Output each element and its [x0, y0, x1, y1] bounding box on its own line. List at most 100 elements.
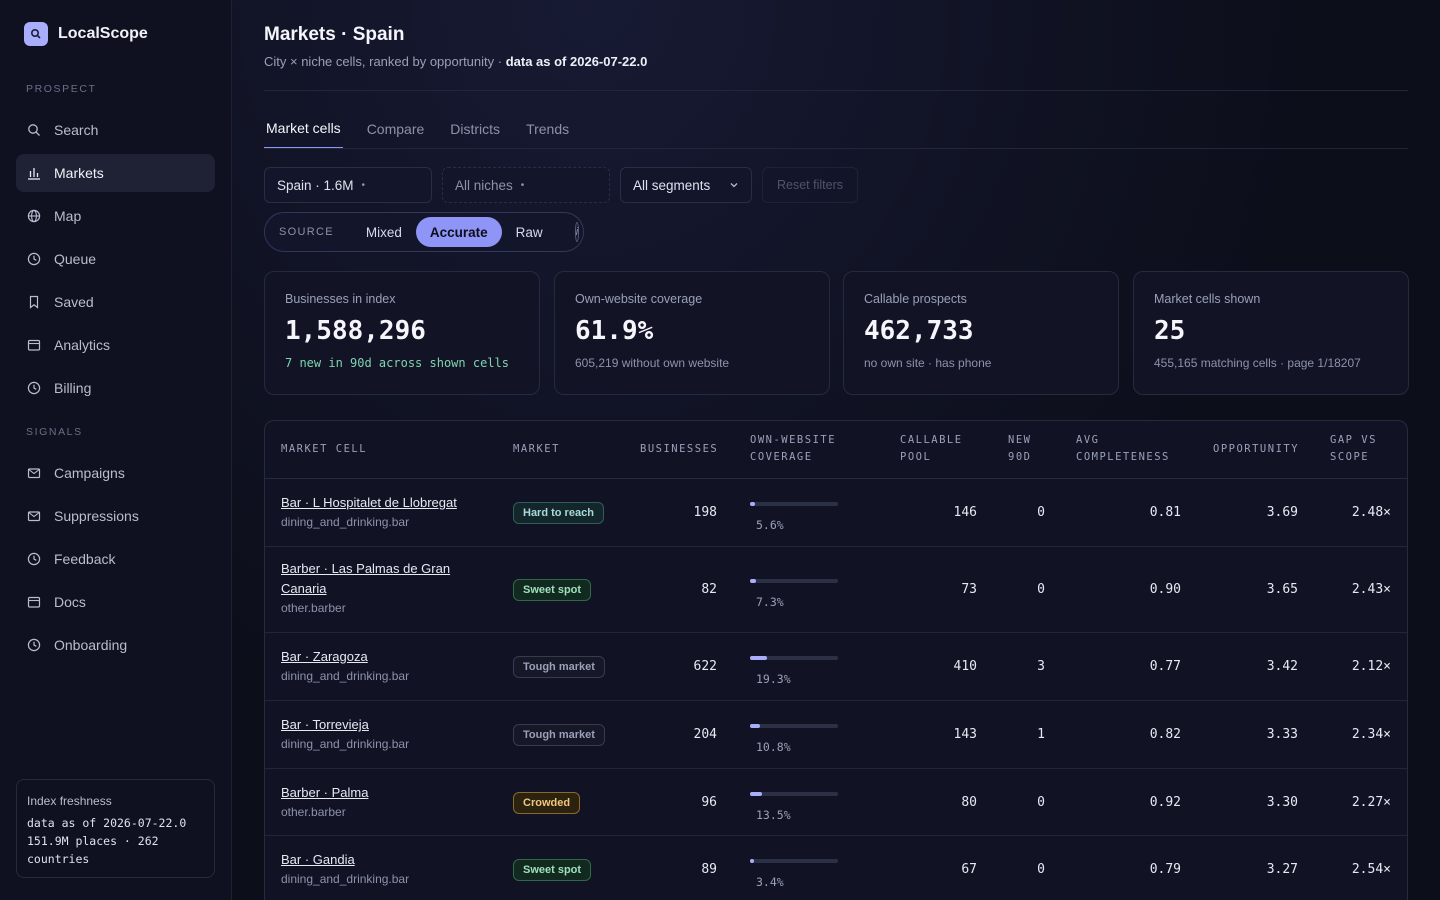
market-cell-link[interactable]: Bar · Torrevieja [281, 717, 369, 732]
tab-bar: Market cells Compare Districts Trends [264, 108, 593, 149]
search-icon [26, 122, 42, 138]
stat-sub: 455,165 matching cells · page 1/18207 [1154, 356, 1361, 370]
market-cell: Bar · Zaragoza dining_and_drinking.bar [281, 647, 481, 683]
callable-value: 410 [953, 659, 977, 674]
col-completeness[interactable]: AVG COMPLETENESS [1076, 432, 1170, 466]
source-option-accurate[interactable]: Accurate [415, 217, 502, 247]
sidebar-item-campaigns[interactable]: Campaigns [16, 454, 215, 492]
sidebar-item-billing[interactable]: Billing [16, 369, 215, 407]
market-badge: Sweet spot [513, 859, 592, 881]
segment-select[interactable]: All segments [620, 167, 752, 203]
sidebar-item-onboarding[interactable]: Onboarding [16, 626, 215, 664]
divider [264, 148, 1408, 149]
sidebar-item-saved[interactable]: Saved [16, 283, 215, 321]
market-cell-link[interactable]: Bar · Zaragoza [281, 649, 368, 664]
stat-sub: no own site · has phone [864, 356, 992, 370]
market-cells-table: MARKET CELL MARKET BUSINESSES OWN-WEBSIT… [264, 420, 1408, 900]
market-cell-link[interactable]: Bar · L Hospitalet de Llobregat [281, 495, 457, 510]
market-cell-link[interactable]: Bar · Gandia [281, 852, 355, 867]
market-cell-link[interactable]: Barber · Las Palmas de Gran Canaria [281, 561, 451, 596]
businesses-value: 204 [693, 727, 717, 742]
callable-value: 73 [961, 582, 977, 597]
logo-search-icon [24, 22, 48, 46]
mail-icon [26, 465, 42, 481]
reset-filters-button[interactable]: Reset filters [762, 167, 858, 203]
market-cell-badge-wrap: Tough market [513, 656, 605, 678]
coverage-cell: 5.6% [750, 502, 838, 532]
col-businesses[interactable]: BUSINESSES [640, 443, 719, 455]
coverage-value: 10.8% [756, 740, 791, 754]
col-opportunity[interactable]: OPPORTUNITY [1213, 443, 1300, 455]
coverage-cell: 19.3% [750, 656, 838, 686]
market-cell: Barber · Palma other.barber [281, 783, 481, 819]
brand[interactable]: LocalScope [24, 22, 148, 46]
clock-icon [26, 380, 42, 396]
coverage-bar [750, 579, 838, 583]
market-cell-link[interactable]: Barber · Palma [281, 785, 369, 800]
gap-value: 2.54× [1351, 862, 1391, 877]
col-completeness-line2: COMPLETENESS [1076, 451, 1170, 463]
table-row[interactable]: Bar · Zaragoza dining_and_drinking.bar Tou… [265, 633, 1407, 701]
col-market-cell[interactable]: MARKET CELL [281, 443, 368, 455]
opportunity-value: 3.33 [1266, 727, 1298, 742]
col-gap-line2: SCOPE [1330, 451, 1370, 463]
stat-label: Market cells shown [1154, 292, 1261, 306]
niche-filter[interactable]: All niches • [442, 167, 610, 203]
sidebar-item-analytics[interactable]: Analytics [16, 326, 215, 364]
table-row[interactable]: Bar · Torrevieja dining_and_drinking.bar T… [265, 701, 1407, 769]
page-subtitle: City × niche cells, ranked by opportunit… [264, 54, 647, 69]
businesses-value: 622 [693, 659, 717, 674]
sidebar-item-markets[interactable]: Markets [16, 154, 215, 192]
sidebar-item-queue[interactable]: Queue [16, 240, 215, 278]
coverage-bar-fill [750, 724, 760, 728]
tab-trends[interactable]: Trends [526, 120, 570, 137]
col-gap[interactable]: GAP VS SCOPE [1330, 432, 1377, 466]
sidebar-item-map[interactable]: Map [16, 197, 215, 235]
section-label-prospect: PROSPECT [26, 83, 97, 95]
stat-value: 61.9% [575, 316, 654, 346]
market-badge: Hard to reach [513, 502, 604, 524]
completeness-value: 0.92 [1149, 795, 1181, 810]
callable-value: 67 [961, 862, 977, 877]
col-new-line1: NEW [1008, 434, 1032, 446]
source-toggle: SOURCE Mixed Accurate Raw i [264, 212, 584, 252]
tab-districts[interactable]: Districts [450, 120, 501, 137]
source-option-mixed[interactable]: Mixed [365, 224, 402, 240]
market-cell-badge-wrap: Hard to reach [513, 502, 604, 524]
new-90d-value: 1 [1037, 727, 1045, 742]
table-row[interactable]: Barber · Las Palmas de Gran Canaria other… [265, 547, 1407, 633]
tab-market-cells[interactable]: Market cells [264, 108, 343, 149]
market-cell-niche: other.barber [281, 805, 346, 819]
stat-sub: 7 new in 90d across shown cells [285, 356, 509, 370]
market-cell-niche: other.barber [281, 601, 346, 615]
info-icon[interactable]: i [574, 222, 580, 242]
sidebar-item-label: Suppressions [54, 508, 139, 524]
sidebar-item-docs[interactable]: Docs [16, 583, 215, 621]
coverage-cell: 3.4% [750, 859, 838, 889]
table-row[interactable]: Bar · Gandia dining_and_drinking.bar Sweet… [265, 836, 1407, 900]
stat-label: Businesses in index [285, 292, 396, 306]
table-row[interactable]: Bar · L Hospitalet de Llobregat dining_an… [265, 479, 1407, 547]
freshness-places: 151.9M places · 262 [27, 834, 159, 848]
sidebar-item-search[interactable]: Search [16, 111, 215, 149]
sidebar-item-label: Search [54, 122, 99, 138]
sidebar-item-feedback[interactable]: Feedback [16, 540, 215, 578]
col-new-90d[interactable]: NEW 90D [1008, 432, 1031, 466]
source-option-raw[interactable]: Raw [515, 224, 543, 240]
col-callable[interactable]: CALLABLE POOL [900, 432, 963, 466]
col-market[interactable]: MARKET [513, 443, 560, 455]
col-coverage[interactable]: OWN-WEBSITE COVERAGE [750, 432, 836, 466]
table-row[interactable]: Barber · Palma other.barber Crowded 96 13.5%… [265, 769, 1407, 836]
freshness-date: data as of 2026-07-22.0 [27, 816, 187, 830]
market-cell-badge-wrap: Crowded [513, 792, 581, 814]
coverage-cell: 13.5% [750, 792, 838, 822]
businesses-value: 82 [701, 582, 717, 597]
opportunity-value: 3.69 [1266, 505, 1298, 520]
sidebar-item-suppressions[interactable]: Suppressions [16, 497, 215, 535]
calendar-icon [26, 594, 42, 610]
country-filter[interactable]: Spain · 1.6M • [264, 167, 432, 203]
sidebar-item-label: Billing [54, 380, 92, 396]
calendar-icon [26, 337, 42, 353]
tab-compare[interactable]: Compare [366, 120, 425, 137]
callable-value: 146 [953, 505, 977, 520]
